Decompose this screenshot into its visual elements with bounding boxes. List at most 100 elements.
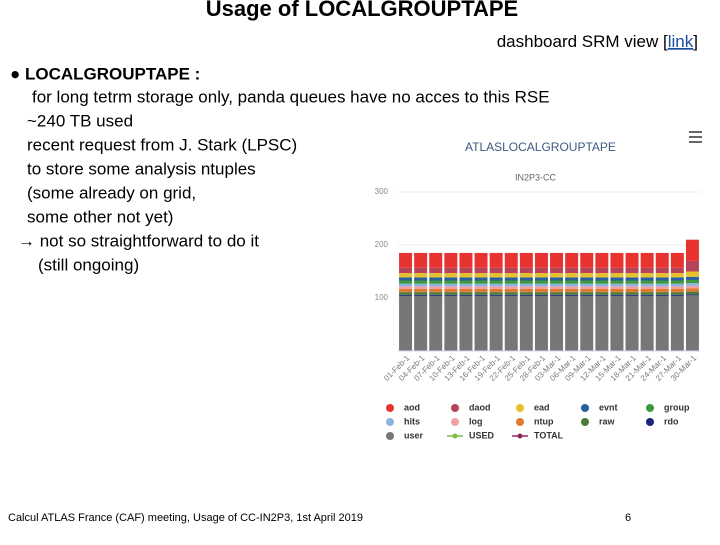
bar-segment	[550, 295, 564, 351]
bar-segment	[670, 280, 684, 284]
bar-segment	[534, 292, 548, 295]
bar-segment	[504, 292, 518, 295]
legend-label: aod	[404, 402, 420, 412]
bullet-line: some other not yet)	[27, 207, 173, 226]
bullet-heading: ● LOCALGROUPTAPE :	[10, 64, 200, 83]
legend-label: ead	[534, 402, 550, 412]
bar-segment	[429, 277, 443, 281]
link-prefix: dashboard SRM view [	[497, 32, 668, 51]
bar-segment	[580, 286, 594, 289]
bar-segment	[565, 283, 579, 287]
bar-segment	[595, 294, 609, 296]
legend-marker	[581, 418, 589, 426]
bar-segment	[504, 288, 518, 293]
bar-segment	[580, 277, 594, 281]
bar-segment	[504, 286, 518, 289]
bar-segment	[565, 280, 579, 284]
bar-segment	[534, 294, 548, 296]
bar-segment	[489, 267, 503, 274]
bar-segment	[444, 277, 458, 281]
bar-segment	[610, 277, 624, 281]
bar-segment	[504, 294, 518, 296]
bar-segment	[414, 292, 428, 295]
bar-segment	[519, 273, 533, 278]
bullet-line: to store some analysis ntuples	[27, 159, 256, 178]
bar-segment	[399, 280, 413, 284]
bar-segment	[565, 286, 579, 289]
bar-segment	[459, 283, 473, 287]
legend-marker	[386, 418, 394, 426]
bar-segment	[595, 295, 609, 351]
bar-segment	[444, 280, 458, 284]
legend-label: daod	[469, 402, 491, 412]
bar-segment	[685, 239, 699, 261]
bar-segment	[640, 286, 654, 289]
bar-segment	[625, 267, 639, 274]
legend-label: hits	[404, 416, 420, 426]
bar-segment	[429, 273, 443, 278]
bar-segment	[625, 283, 639, 287]
bar-segment	[595, 286, 609, 289]
bullet-line: ~240 TB used	[27, 111, 133, 130]
bar-segment	[670, 295, 684, 351]
bar-segment	[474, 252, 488, 268]
bar-segment	[640, 280, 654, 284]
bar-segment	[414, 288, 428, 293]
bar-segment	[444, 288, 458, 293]
bar-segment	[565, 267, 579, 274]
bar-segment	[640, 252, 654, 268]
legend-marker	[386, 404, 394, 412]
legend-marker	[386, 432, 394, 440]
legend-label: log	[469, 416, 483, 426]
legend-label: TOTAL	[534, 430, 564, 440]
bar-segment	[444, 295, 458, 351]
link[interactable]: link	[668, 32, 694, 51]
bar-segment	[459, 267, 473, 274]
bar-segment	[504, 273, 518, 278]
bar-segment	[414, 280, 428, 284]
bar-segment	[655, 277, 669, 281]
bar-segment	[399, 294, 413, 296]
link-suffix: ]	[693, 32, 698, 51]
bar-segment	[640, 294, 654, 296]
bar-segment	[670, 292, 684, 295]
bar-segment	[580, 283, 594, 287]
bar-segment	[489, 277, 503, 281]
bar-segment	[685, 291, 699, 295]
bar-segment	[550, 252, 564, 268]
bar-segment	[414, 283, 428, 287]
legend-marker	[516, 404, 524, 412]
bar-segment	[625, 252, 639, 268]
bar-segment	[670, 288, 684, 293]
bar-segment	[625, 294, 639, 296]
bar-segment	[429, 295, 443, 351]
footer-text: Calcul ATLAS France (CAF) meeting, Usage…	[8, 512, 363, 524]
bar-segment	[580, 267, 594, 274]
bar-segment	[399, 267, 413, 274]
bar-segment	[519, 277, 533, 281]
bar-segment	[504, 280, 518, 284]
bar-segment	[399, 273, 413, 278]
bar-segment	[580, 280, 594, 284]
legend-marker	[646, 404, 654, 412]
bar-segment	[414, 252, 428, 268]
bar-segment	[474, 277, 488, 281]
legend-marker	[517, 433, 523, 439]
bar-segment	[610, 283, 624, 287]
bar-segment	[459, 277, 473, 281]
bar-segment	[504, 267, 518, 274]
chart-title: ATLASLOCALGROUPTAPE	[465, 140, 616, 154]
bar-segment	[489, 295, 503, 351]
bar-segment	[534, 283, 548, 287]
bar-segment	[444, 252, 458, 268]
page-number: 6	[625, 512, 631, 524]
bar-segment	[444, 273, 458, 278]
bullet-line: recent request from J. Stark (LPSC)	[27, 135, 297, 154]
bar-segment	[565, 277, 579, 281]
bar-segment	[565, 295, 579, 351]
bar-segment	[414, 294, 428, 296]
bar-segment	[595, 292, 609, 295]
bar-segment	[595, 252, 609, 268]
bar-segment	[489, 294, 503, 296]
bar-segment	[670, 283, 684, 287]
